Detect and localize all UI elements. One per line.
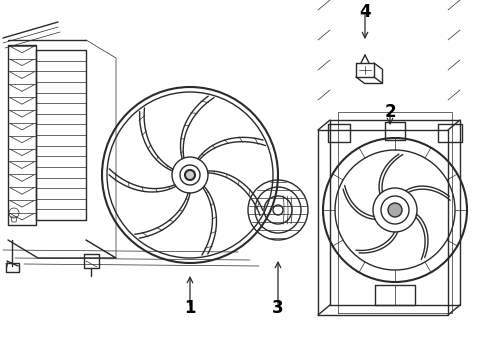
Text: 2: 2 (384, 103, 396, 121)
Circle shape (388, 203, 402, 217)
Text: 4: 4 (359, 3, 371, 21)
Text: 3: 3 (272, 299, 284, 317)
Circle shape (185, 170, 195, 180)
Text: 1: 1 (184, 299, 196, 317)
